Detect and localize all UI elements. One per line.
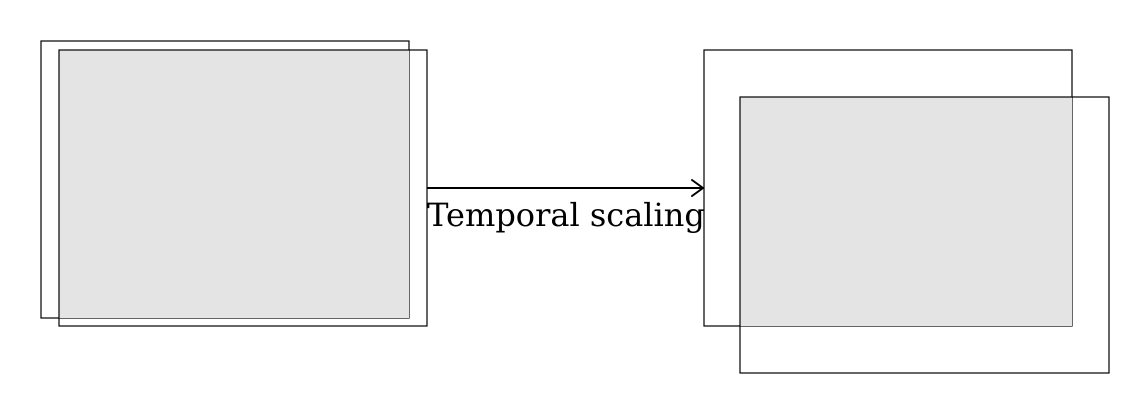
scaling-arrow-head — [691, 179, 704, 197]
scaling-arrow — [427, 179, 704, 197]
source-frame-front-fill — [59, 50, 409, 318]
source-frame-stack — [40, 40, 428, 327]
scaled-frame-stack — [703, 49, 1110, 374]
scaled-frame-front-fill — [740, 97, 1072, 326]
scaled-frame-front-outline — [739, 96, 1110, 374]
scaling-arrow-label: Temporal scaling — [427, 196, 705, 234]
